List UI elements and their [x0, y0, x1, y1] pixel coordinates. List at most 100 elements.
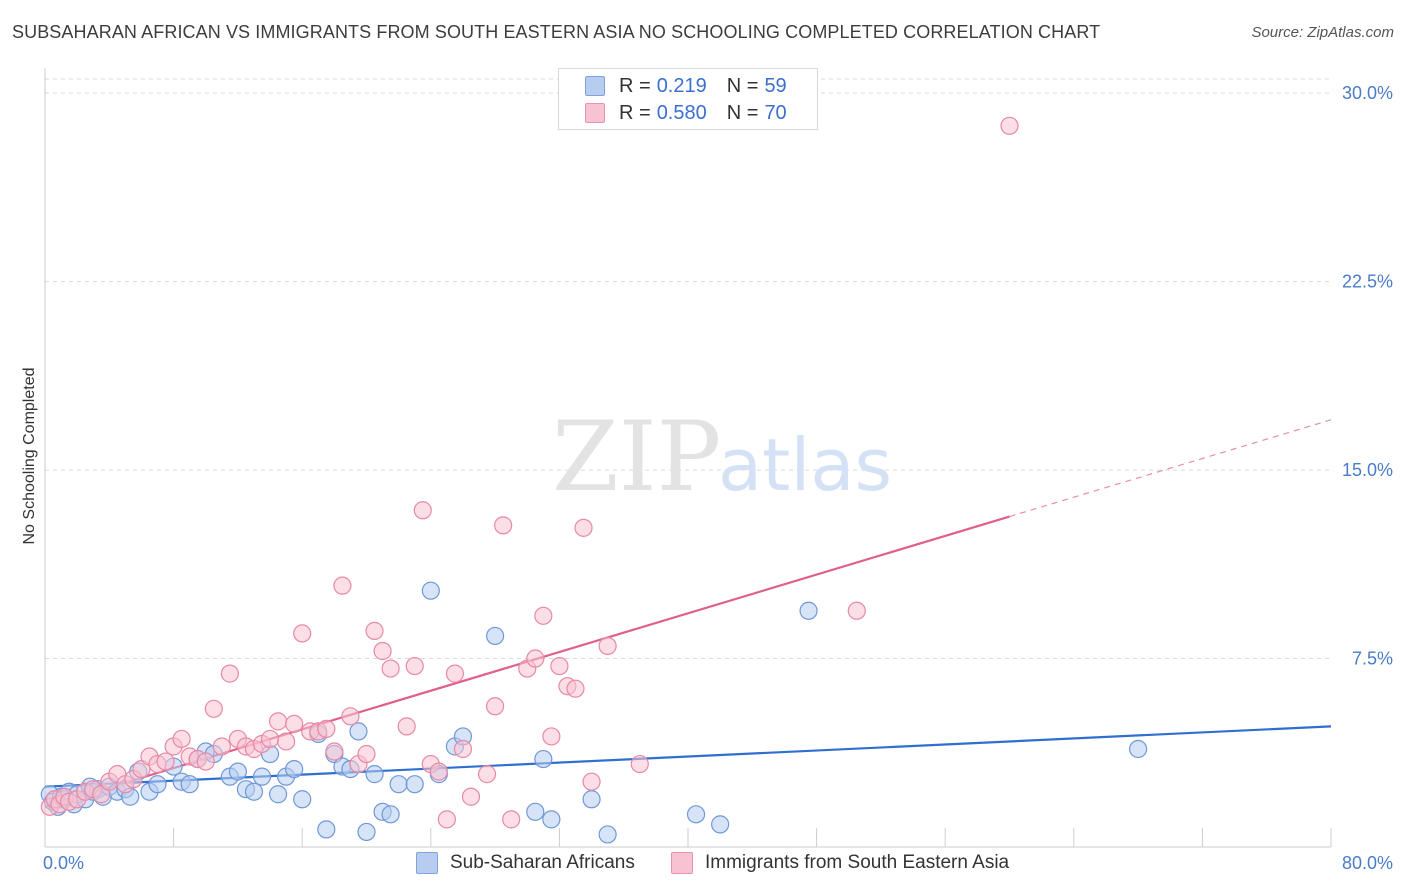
source-label: Source: ZipAtlas.com — [1251, 24, 1394, 41]
legend-item-subsaharan: Sub-Saharan Africans — [416, 852, 635, 874]
point-se-asia — [220, 664, 239, 683]
point-se-asia — [494, 516, 513, 535]
y-tick-label: 15.0% — [1342, 460, 1393, 480]
point-subsaharan — [711, 815, 730, 834]
point-se-asia — [413, 501, 432, 520]
point-subsaharan — [381, 805, 400, 824]
point-subsaharan — [421, 581, 440, 600]
point-se-asia — [542, 727, 561, 746]
legend-swatch-blue — [585, 76, 605, 96]
point-se-asia — [574, 518, 593, 537]
point-se-asia — [325, 742, 344, 761]
legend-n-label: N = — [726, 101, 759, 124]
axes — [44, 68, 1332, 848]
point-subsaharan — [1128, 739, 1148, 759]
point-se-asia — [477, 765, 497, 784]
legend-r-value: 0.580 — [656, 101, 707, 124]
point-subsaharan — [228, 762, 247, 781]
point-se-asia — [268, 712, 288, 731]
point-se-asia — [204, 699, 223, 718]
correlation-legend: R = 0.219 N = 59 R = 0.580 N = 70 — [558, 68, 818, 130]
point-subsaharan — [252, 767, 272, 786]
legend-item-se-asia: Immigrants from South Eastern Asia — [671, 852, 1009, 874]
point-se-asia — [437, 810, 456, 829]
y-tick-label: 7.5% — [1352, 649, 1393, 669]
point-se-asia — [461, 787, 481, 806]
watermark-zip: ZIP — [552, 401, 721, 513]
legend-row-blue: R = 0.219 N = 59 — [585, 73, 787, 99]
point-subsaharan — [285, 759, 304, 779]
point-subsaharan — [357, 822, 376, 842]
point-subsaharan — [405, 775, 424, 794]
point-se-asia — [534, 606, 553, 625]
legend-swatch-blue — [416, 852, 438, 874]
point-se-asia — [373, 641, 392, 661]
point-se-asia — [405, 656, 424, 676]
point-subsaharan — [526, 802, 545, 821]
point-se-asia — [365, 621, 384, 640]
legend-r-value: 0.219 — [656, 74, 707, 97]
point-subsaharan — [582, 790, 601, 809]
point-se-asia — [260, 729, 280, 749]
point-se-asia — [550, 656, 569, 676]
point-se-asia — [293, 624, 312, 643]
point-se-asia — [453, 739, 473, 759]
point-se-asia — [598, 636, 617, 656]
grid-lines — [45, 78, 1331, 660]
data-points — [40, 116, 1148, 844]
point-se-asia — [526, 649, 545, 668]
point-subsaharan — [598, 825, 617, 844]
legend-label: Sub-Saharan Africans — [450, 852, 635, 873]
point-se-asia — [285, 714, 304, 733]
point-se-asia — [212, 737, 231, 756]
point-subsaharan — [389, 775, 408, 794]
point-se-asia — [277, 732, 296, 751]
point-se-asia — [429, 762, 448, 781]
point-subsaharan — [180, 775, 199, 794]
point-se-asia — [502, 810, 521, 829]
legend-row-pink: R = 0.580 N = 70 — [585, 100, 787, 126]
point-se-asia — [1000, 116, 1019, 135]
point-se-asia — [172, 729, 191, 749]
point-se-asia — [630, 754, 649, 774]
point-se-asia — [566, 679, 585, 698]
point-se-asia — [196, 752, 215, 771]
legend-swatch-pink — [671, 852, 693, 874]
point-se-asia — [381, 659, 400, 678]
y-axis-label: No Schooling Completed — [21, 368, 38, 545]
point-subsaharan — [486, 626, 505, 646]
point-se-asia — [156, 752, 175, 771]
point-subsaharan — [317, 820, 336, 839]
point-se-asia — [317, 719, 336, 738]
tick-labels: 7.5% 15.0% 22.5% 30.0% 0.0% 80.0% — [43, 83, 1393, 873]
point-se-asia — [357, 744, 376, 764]
point-subsaharan — [293, 790, 312, 809]
y-tick-label: 22.5% — [1342, 272, 1393, 292]
point-subsaharan — [534, 749, 553, 769]
trend-se-asia-extension — [1009, 419, 1332, 518]
point-subsaharan — [268, 785, 288, 804]
point-subsaharan — [349, 722, 368, 741]
legend-r-label: R = — [619, 101, 651, 124]
point-se-asia — [445, 664, 465, 683]
point-se-asia — [397, 717, 416, 736]
x-tick-label: 80.0% — [1342, 853, 1393, 873]
point-se-asia — [486, 697, 505, 716]
point-se-asia — [582, 772, 601, 791]
point-se-asia — [847, 601, 866, 620]
legend-label: Immigrants from South Eastern Asia — [705, 852, 1010, 873]
watermark-atlas: atlas — [718, 423, 892, 507]
legend-r-label: R = — [619, 74, 651, 97]
point-subsaharan — [799, 601, 818, 620]
legend-n-label: N = — [726, 74, 759, 97]
legend-swatch-pink — [585, 103, 605, 123]
y-tick-label: 30.0% — [1342, 83, 1393, 103]
point-subsaharan — [542, 810, 561, 829]
point-subsaharan — [686, 805, 706, 824]
chart-title: SUBSAHARAN AFRICAN VS IMMIGRANTS FROM SO… — [12, 22, 1101, 42]
legend-n-value: 59 — [764, 74, 787, 97]
point-subsaharan — [244, 782, 264, 801]
series-legend: Sub-Saharan Africans Immigrants from Sou… — [0, 852, 1406, 878]
point-se-asia — [333, 576, 352, 595]
